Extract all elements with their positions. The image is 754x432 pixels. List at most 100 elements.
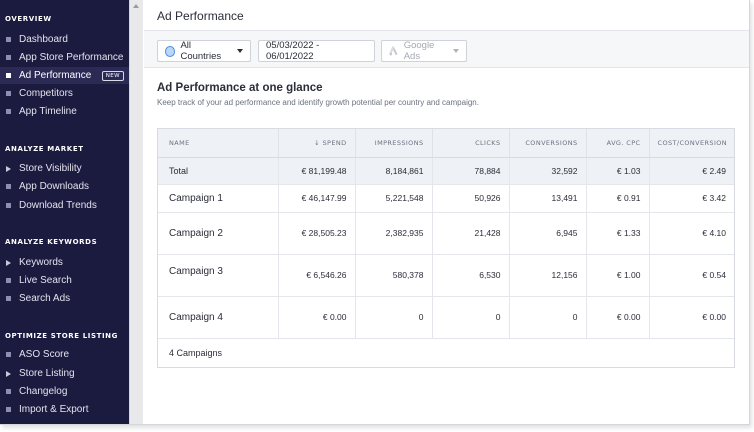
table-cell: 0 [432, 296, 510, 339]
table-cell: € 1.03 [586, 157, 650, 185]
sidebar-item-app-downloads[interactable]: App Downloads [0, 178, 129, 195]
column-header-impressions[interactable]: IMPRESSIONS [355, 129, 433, 158]
table-cell: 5,221,548 [355, 184, 433, 213]
sidebar-item-label: Import & Export [19, 404, 89, 415]
table-cell: 50,926 [432, 184, 510, 213]
sidebar-item-store-visibility[interactable]: Store Visibility [0, 160, 129, 177]
column-header-name[interactable]: NAME [158, 129, 279, 158]
overview-subtitle: Keep track of your ad performance and id… [157, 98, 479, 107]
table-cell: € 0.91 [586, 184, 650, 213]
table-cell: € 0.00 [278, 296, 356, 339]
sidebar-item-label: App Timeline [19, 106, 77, 117]
bullet-icon [6, 73, 11, 78]
table-cell: 21,428 [432, 212, 510, 255]
sidebar-item-search-ads[interactable]: Search Ads [0, 290, 129, 307]
table-cell: € 4.10 [649, 212, 734, 255]
sidebar-item-label: Keywords [19, 257, 63, 268]
table-cell: € 0.00 [586, 296, 650, 339]
sidebar-item-app-timeline[interactable]: App Timeline [0, 103, 129, 120]
table-cell: € 46,147.99 [278, 184, 356, 213]
sidebar-item-changelog[interactable]: Changelog [0, 383, 129, 400]
bullet-icon [6, 407, 11, 412]
sidebar-item-import-export[interactable]: Import & Export [0, 401, 129, 418]
campaign-count: 4 Campaigns [169, 347, 223, 358]
date-range-picker[interactable]: 05/03/2022 - 06/01/2022 [258, 40, 375, 62]
sidebar-item-aso-score[interactable]: ASO Score [0, 346, 129, 363]
sidebar-item-label: App Downloads [19, 181, 90, 192]
table-row[interactable]: Campaign 3 € 6,546.26 580,378 6,530 12,1… [158, 254, 734, 297]
country-dropdown[interactable]: All Countries [157, 40, 251, 62]
sidebar-item-competitors[interactable]: Competitors [0, 85, 129, 102]
ad-source-dropdown[interactable]: Google Ads [381, 40, 467, 62]
sidebar-scrollbar[interactable] [129, 0, 143, 424]
column-header-conversions[interactable]: CONVERSIONS [509, 129, 587, 158]
sidebar-section-analyze-market: ANALYZE MARKET [5, 145, 84, 153]
date-range-label: 05/03/2022 - 06/01/2022 [266, 40, 320, 62]
table-cell: € 0.00 [649, 296, 734, 339]
column-header-clicks[interactable]: CLICKS [432, 129, 510, 158]
app-window: OVERVIEW Dashboard App Store Performance… [0, 0, 750, 425]
sidebar-item-label: Ad Performance [19, 70, 92, 81]
bullet-icon [6, 109, 11, 114]
bullet-icon [6, 37, 11, 42]
table-cell: Campaign 3 [158, 254, 279, 297]
table-cell: € 0.54 [649, 254, 734, 297]
table-cell: 13,491 [509, 184, 587, 213]
sidebar-section-analyze-keywords: ANALYZE KEYWORDS [5, 238, 98, 246]
sidebar-item-label: Live Search [19, 275, 72, 286]
column-header-cost-per-conversion[interactable]: COST/CONVERSION [649, 129, 734, 158]
page-title: Ad Performance [157, 9, 244, 23]
sidebar-item-keywords[interactable]: Keywords [0, 254, 129, 271]
table-cell: 0 [355, 296, 433, 339]
bullet-icon [6, 296, 11, 301]
table-row[interactable]: Campaign 2 € 28,505.23 2,382,935 21,428 … [158, 212, 734, 255]
table-cell: Total [158, 157, 279, 185]
sidebar-item-label: Store Listing [19, 368, 75, 379]
table-cell: € 28,505.23 [278, 212, 356, 255]
overview-title: Ad Performance at one glance [157, 82, 323, 94]
scroll-up-icon[interactable] [133, 4, 139, 8]
sidebar-item-label: Competitors [19, 88, 73, 99]
total-row: Total € 81,199.48 8,184,861 78,884 32,59… [158, 157, 734, 185]
ad-source-label: Google Ads [403, 40, 435, 62]
sidebar-item-ad-performance[interactable]: Ad Performance NEW [0, 67, 129, 84]
sidebar-item-live-search[interactable]: Live Search [0, 272, 129, 289]
chevron-down-icon [237, 49, 243, 53]
sidebar-item-dashboard[interactable]: Dashboard [0, 31, 129, 48]
column-header-spend[interactable]: ↓ SPEND [278, 129, 356, 158]
campaign-table: NAME ↓ SPEND IMPRESSIONS CLICKS CONVERSI… [157, 128, 735, 368]
sidebar-item-store-listing[interactable]: Store Listing [0, 365, 129, 382]
chevron-right-icon[interactable] [6, 165, 11, 172]
table-cell: 32,592 [509, 157, 587, 185]
chevron-right-icon[interactable] [6, 370, 11, 377]
table-cell: 8,184,861 [355, 157, 433, 185]
table-cell: € 3.42 [649, 184, 734, 213]
table-cell: 78,884 [432, 157, 510, 185]
table-cell: 580,378 [355, 254, 433, 297]
column-header-avg-cpc[interactable]: AVG. CPC [586, 129, 650, 158]
filter-bar: All Countries 05/03/2022 - 06/01/2022 Go… [144, 31, 749, 68]
table-cell: € 1.00 [586, 254, 650, 297]
sidebar-section-optimize-store-listing: OPTIMIZE STORE LISTING [5, 332, 118, 340]
sidebar-item-label: Changelog [19, 386, 68, 397]
sidebar-item-label: ASO Score [19, 349, 70, 360]
table-cell: 6,945 [509, 212, 587, 255]
bullet-icon [6, 389, 11, 394]
bullet-icon [6, 352, 11, 357]
chevron-down-icon [453, 49, 459, 53]
sidebar-item-app-store-performance[interactable]: App Store Performance [0, 49, 129, 66]
sidebar-item-label: Search Ads [19, 293, 71, 304]
table-cell: € 2.49 [649, 157, 734, 185]
globe-icon [165, 45, 176, 57]
sidebar-item-label: App Store Performance [19, 52, 124, 63]
sidebar-item-download-trends[interactable]: Download Trends [0, 197, 129, 214]
table-row[interactable]: Campaign 1 € 46,147.99 5,221,548 50,926 … [158, 184, 734, 213]
table-cell: € 1.33 [586, 212, 650, 255]
sidebar-item-label: Dashboard [19, 34, 68, 45]
chevron-right-icon[interactable] [6, 259, 11, 266]
bullet-icon [6, 55, 11, 60]
table-row[interactable]: Campaign 4 € 0.00 0 0 0 € 0.00 € 0.00 [158, 296, 734, 339]
top-bar: Ad Performance [144, 0, 749, 31]
table-header-row: NAME ↓ SPEND IMPRESSIONS CLICKS CONVERSI… [158, 129, 734, 158]
table-cell: Campaign 4 [158, 296, 279, 339]
